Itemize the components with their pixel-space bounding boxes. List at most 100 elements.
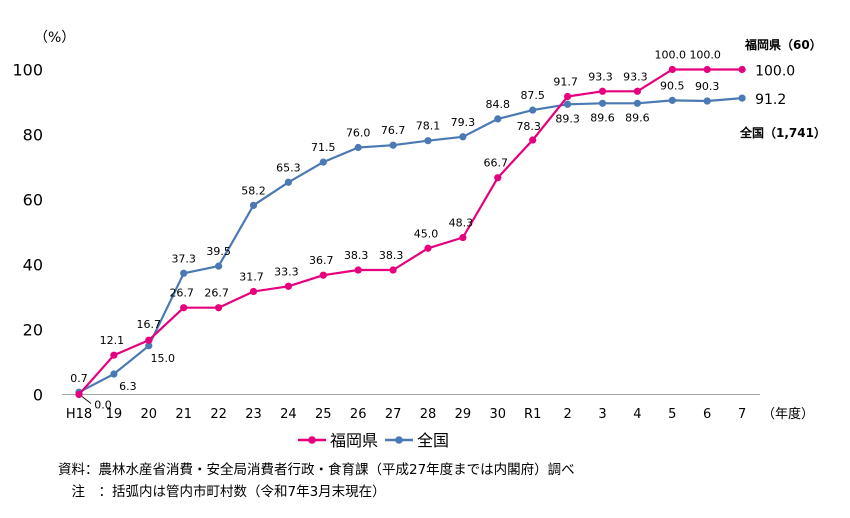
data-point [564, 92, 572, 101]
x-tick-label: 23 [245, 407, 262, 422]
data-label: 91.7 [553, 75, 578, 88]
x-axis-unit: （年度） [762, 406, 814, 422]
data-label: 26.7 [204, 287, 229, 300]
label-leader [81, 396, 92, 404]
data-point [598, 87, 607, 95]
data-point [249, 201, 258, 209]
data-point [494, 174, 502, 182]
x-tick-label: 3 [598, 407, 606, 422]
data-point [110, 351, 118, 359]
legend: 福岡県 全国 [298, 431, 449, 450]
data-point [564, 100, 572, 108]
end-value-fukuoka: 100.0 [755, 64, 795, 80]
y-axis: 0 20 40 60 80 100 （%） [12, 30, 75, 405]
data-point [215, 262, 223, 270]
data-label: 37.3 [171, 252, 196, 265]
y-tick-label: 80 [23, 126, 43, 145]
x-tick-label: 28 [420, 407, 437, 422]
data-point [738, 94, 746, 102]
data-label: 100.0 [655, 49, 687, 62]
data-point [75, 390, 83, 399]
x-axis: H18 19 20 21 22 23 24 25 26 27 28 29 30 R1 2 3 4 5 6 7 （年度） [62, 394, 814, 422]
legend-marker [308, 436, 316, 444]
data-label: 93.3 [588, 70, 613, 83]
data-point [319, 271, 327, 279]
x-tick-label: 4 [633, 407, 641, 422]
y-tick-label: 20 [23, 321, 43, 340]
legend-label: 全国 [417, 431, 449, 450]
data-label: 89.6 [590, 111, 615, 124]
data-label: 15.0 [151, 352, 176, 365]
data-point [354, 143, 362, 152]
data-point [633, 87, 642, 95]
x-tick-label: 22 [210, 407, 227, 422]
data-point [424, 137, 432, 145]
data-label: 76.0 [346, 127, 371, 140]
x-tick-label: 25 [315, 407, 332, 422]
x-tick-label: 6 [703, 407, 711, 422]
data-point [249, 287, 258, 296]
data-label: 89.3 [555, 112, 580, 125]
data-label: 71.5 [311, 141, 336, 154]
x-tick-label: 24 [280, 407, 297, 422]
data-label: 36.7 [309, 254, 334, 267]
data-label: 89.6 [625, 111, 650, 124]
data-label: 45.0 [414, 227, 439, 240]
data-point [354, 266, 362, 274]
legend-marker [395, 436, 403, 444]
data-label: 78.1 [416, 120, 441, 133]
data-point [284, 282, 292, 290]
x-tick-label: 19 [106, 407, 123, 422]
series-end-label-zenkoku: 全国（1,741） [739, 125, 826, 140]
x-tick-label: H18 [66, 407, 92, 422]
data-point [459, 133, 467, 141]
data-label: 16.7 [137, 318, 162, 331]
y-tick-label: 40 [23, 256, 43, 275]
data-point [598, 99, 607, 107]
data-point [633, 99, 642, 107]
x-tick-label: 27 [385, 407, 402, 422]
x-tick-label: 30 [490, 407, 507, 422]
x-tick-label: 7 [738, 407, 746, 422]
legend-label: 福岡県 [330, 431, 378, 450]
data-point [319, 158, 327, 166]
source-notes: 資料：農林水産省消費・安全局消費者行政・食育課（平成27年度までは内閣府）調べ … [58, 459, 575, 503]
data-label: 87.5 [520, 89, 545, 102]
data-point [703, 65, 711, 74]
data-label: 58.2 [241, 184, 266, 197]
data-point [389, 266, 397, 274]
y-tick-label: 100 [12, 61, 43, 80]
data-labels: 0.0 12.1 16.7 26.7 26.7 31.7 33.3 36.7 38.3 38.3 4… [70, 37, 826, 412]
data-point [529, 136, 537, 144]
data-label: 0.0 [94, 399, 112, 412]
x-tick-label: 29 [455, 407, 472, 422]
data-label: 76.7 [381, 124, 406, 137]
x-tick-label: R1 [524, 407, 541, 422]
series-line [78, 97, 743, 394]
y-axis-unit: （%） [34, 30, 75, 46]
data-label: 38.3 [379, 249, 404, 262]
footnote: 注 ：括弧内は管内市町村数（令和7年3月末現在） [58, 484, 386, 500]
data-point [738, 65, 746, 74]
data-label: 39.5 [206, 245, 231, 258]
data-point [459, 233, 467, 242]
data-point [389, 141, 397, 149]
data-point [145, 342, 153, 350]
y-tick-label: 0 [33, 386, 43, 405]
data-label: 38.3 [344, 249, 369, 262]
data-label: 90.3 [695, 80, 720, 93]
x-tick-label: 21 [175, 407, 192, 422]
data-label: 78.3 [516, 120, 541, 133]
data-label: 79.3 [451, 116, 476, 129]
end-value-zenkoku: 91.2 [755, 92, 786, 108]
data-point [529, 106, 537, 114]
data-point [110, 370, 118, 378]
data-point [668, 65, 676, 74]
x-tick-label: 2 [563, 407, 571, 422]
data-label: 26.7 [169, 287, 194, 300]
series-end-label-fukuoka: 福岡県（60） [744, 37, 822, 52]
x-tick-label: 5 [668, 407, 676, 422]
data-label: 100.0 [689, 49, 721, 62]
data-label: 65.3 [276, 161, 301, 174]
